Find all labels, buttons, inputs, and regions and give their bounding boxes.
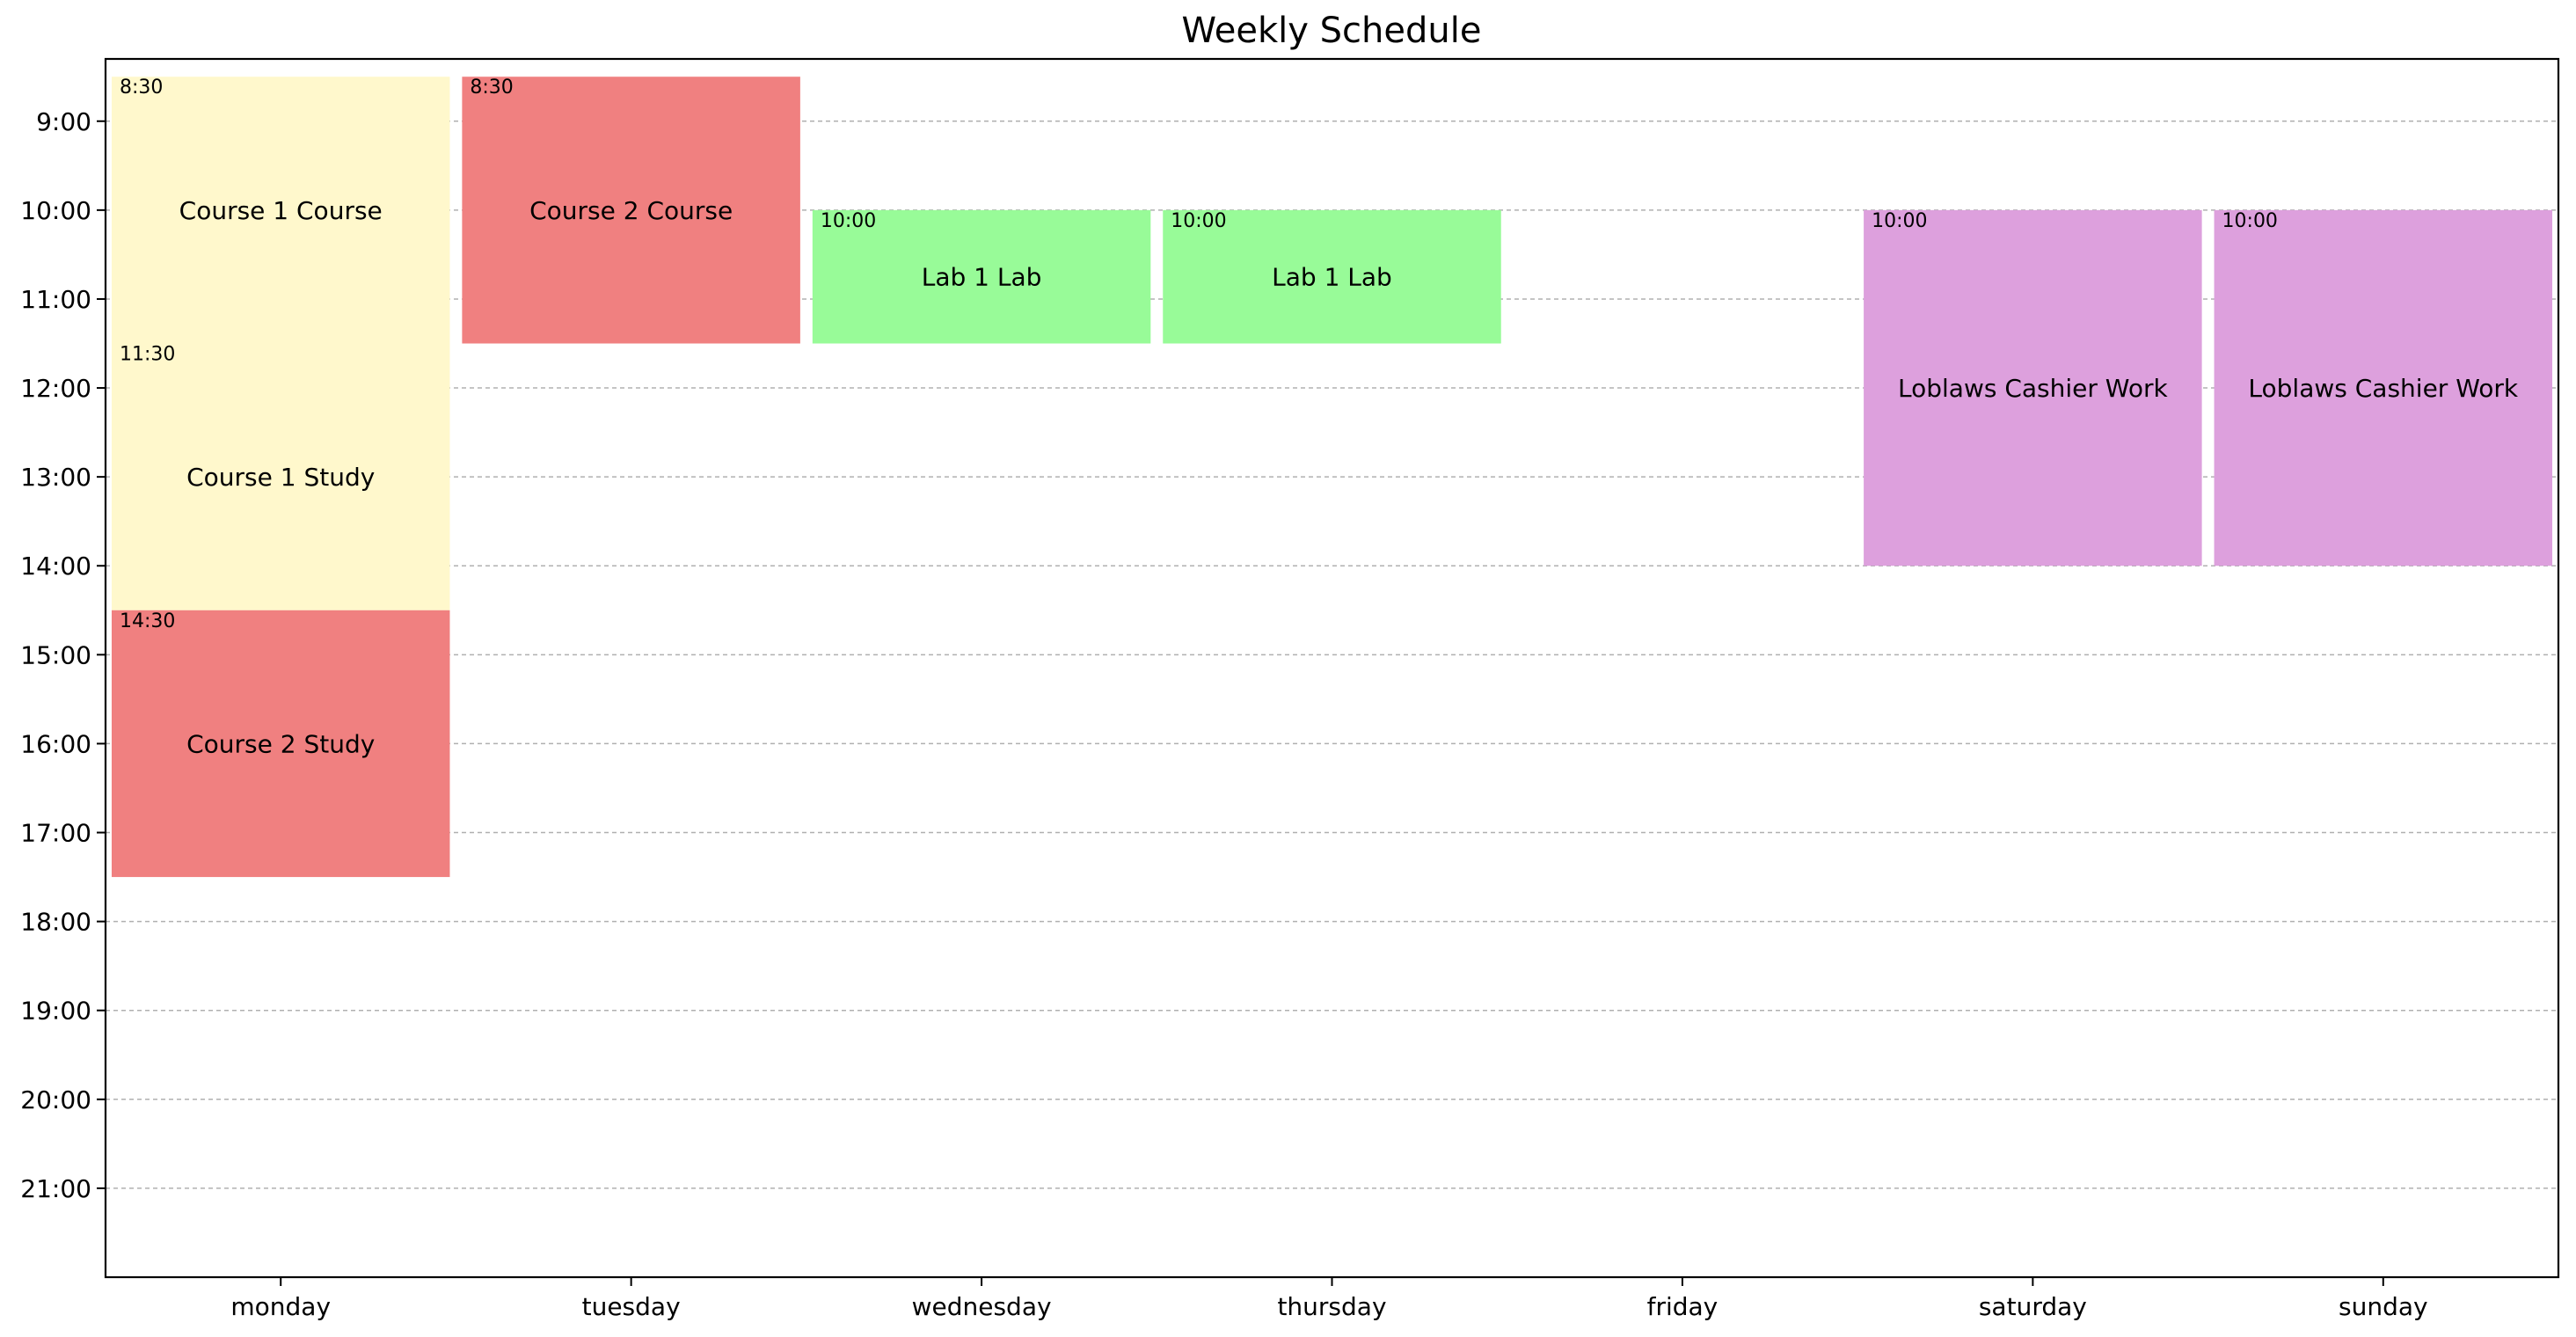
event-start-label: 8:30: [120, 77, 163, 99]
event-label: Lab 1 Lab: [1272, 263, 1392, 292]
y-tick-label: 15:00: [20, 640, 91, 669]
event-bar: [111, 77, 450, 344]
event-start-label: 14:30: [120, 610, 175, 632]
event-label: Loblaws Cashier Work: [2248, 374, 2518, 403]
y-axis-ticks: 9:00 10:00 11:00 12:00 13:00 14:00 15:00 16:00 1…: [20, 107, 106, 1203]
event-bar: [111, 343, 450, 610]
event-start-label: 10:00: [1171, 210, 1226, 232]
x-tick-label-sunday: sunday: [2339, 1292, 2428, 1321]
y-tick-label: 12:00: [20, 374, 91, 403]
x-tick-label-tuesday: tuesday: [582, 1292, 681, 1321]
y-tick-label: 10:00: [20, 196, 91, 225]
y-tick-label: 13:00: [20, 463, 91, 492]
y-tick-label: 16:00: [20, 729, 91, 758]
x-tick-label-friday: friday: [1647, 1292, 1719, 1321]
event-bar: [812, 209, 1151, 344]
event-label: Lab 1 Lab: [922, 263, 1042, 292]
y-tick-label: 17:00: [20, 819, 91, 848]
event-start-label: 10:00: [1872, 210, 1927, 232]
x-axis-ticks: monday tuesday wednesday thursday friday satu…: [230, 1277, 2428, 1321]
x-tick-label-saturday: saturday: [1979, 1292, 2087, 1321]
event-block: Course 1 Study 11:30: [111, 343, 450, 610]
chart-title: Weekly Schedule: [1182, 11, 1482, 51]
event-block: Lab 1 Lab 10:00: [812, 209, 1151, 344]
event-label: Course 2 Course: [529, 196, 733, 225]
event-label: Loblaws Cashier Work: [1898, 374, 2168, 403]
event-start-label: 10:00: [2222, 210, 2278, 232]
event-label: Course 2 Study: [186, 729, 375, 758]
y-tick-label: 11:00: [20, 285, 91, 314]
event-label: Course 1 Course: [179, 196, 383, 225]
event-bar: [2214, 209, 2553, 566]
y-tick-label: 9:00: [36, 107, 91, 136]
x-tick-label-wednesday: wednesday: [912, 1292, 1052, 1321]
event-block: Course 2 Course 8:30: [462, 77, 800, 344]
event-block: Course 2 Study 14:30: [111, 610, 450, 878]
event-label: Course 1 Study: [186, 463, 375, 492]
y-tick-label: 18:00: [20, 908, 91, 937]
y-tick-label: 21:00: [20, 1174, 91, 1203]
y-tick-label: 20:00: [20, 1085, 91, 1114]
event-block: Loblaws Cashier Work 10:00: [1864, 209, 2202, 566]
event-block: Lab 1 Lab 10:00: [1163, 209, 1501, 344]
event-bar: [111, 610, 450, 878]
event-block: Course 1 Course 8:30: [111, 77, 450, 344]
event-start-label: 10:00: [821, 210, 876, 232]
y-tick-label: 19:00: [20, 997, 91, 1026]
event-bar: [1163, 209, 1501, 344]
x-tick-label-monday: monday: [230, 1292, 331, 1321]
y-tick-label: 14:00: [20, 552, 91, 581]
x-tick-label-thursday: thursday: [1277, 1292, 1386, 1321]
event-start-label: 11:30: [120, 344, 175, 366]
event-bar: [462, 77, 800, 344]
event-start-label: 8:30: [470, 77, 513, 99]
event-bar: [1864, 209, 2202, 566]
event-block: Loblaws Cashier Work 10:00: [2214, 209, 2553, 566]
